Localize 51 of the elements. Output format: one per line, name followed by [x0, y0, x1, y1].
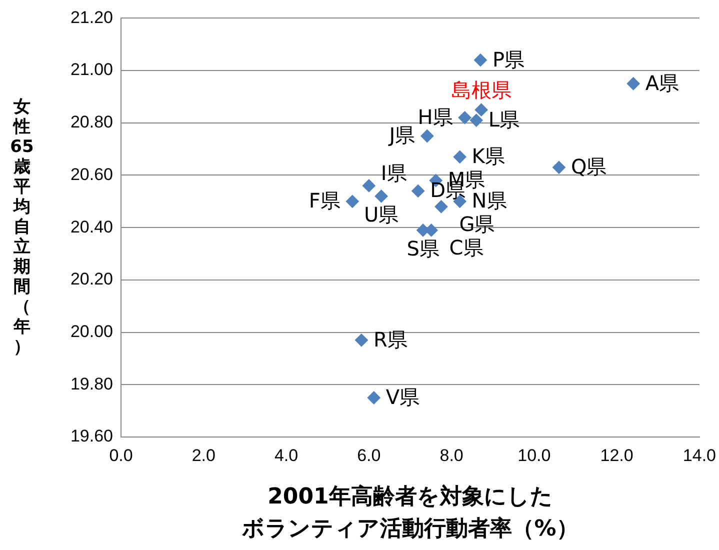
y-tick-label: 20.00	[70, 322, 113, 341]
x-tick-label: 0.0	[109, 446, 133, 465]
data-label: I県	[380, 160, 407, 185]
y-tick-label: 19.80	[70, 374, 113, 394]
x-tick-label: 12.0	[600, 446, 634, 465]
x-tick-label: 2.0	[192, 446, 216, 465]
point	[626, 77, 640, 90]
point	[453, 150, 466, 164]
data-label: Q県	[570, 154, 607, 179]
data-label: N県	[472, 188, 507, 213]
x-tick-label: 14.0	[682, 446, 716, 465]
data-label: L県	[488, 107, 520, 132]
data-label: J県	[387, 123, 416, 148]
x-tick-label: 10.0	[518, 446, 551, 465]
point	[412, 184, 425, 198]
point	[470, 114, 483, 127]
y-tick-label: 20.80	[70, 112, 113, 132]
y-tick-label: 20.40	[70, 217, 113, 236]
point	[552, 160, 566, 174]
data-label: C県	[449, 235, 484, 260]
data-label: K県	[472, 144, 505, 168]
y-tick-label: 20.20	[70, 270, 113, 289]
point	[420, 129, 434, 142]
point	[474, 54, 487, 67]
point	[362, 179, 376, 192]
point	[367, 391, 380, 404]
data-label: U県	[364, 202, 399, 226]
text: 女性65歳平均自立期間（年）	[10, 97, 34, 358]
data-label: P県	[492, 47, 525, 72]
y-tick-label: 20.60	[70, 164, 113, 184]
point	[434, 200, 448, 214]
data-label: G県	[459, 212, 495, 236]
y-tick-label: 21.20	[70, 8, 113, 27]
data-label: V県	[386, 384, 420, 409]
x-tick-label: 8.0	[440, 446, 464, 465]
x-tick-label: 6.0	[357, 446, 381, 465]
point	[458, 111, 472, 124]
point	[374, 190, 388, 203]
data-label: F県	[308, 188, 340, 213]
data-label: S県	[406, 236, 440, 260]
annotation: 島根県	[451, 78, 512, 102]
y-tick-label: 21.00	[70, 60, 113, 80]
x-axis-title: 2001年高齢者を対象にしたボランティア活動行動者率（%）	[241, 484, 578, 542]
x-tick-label: 4.0	[274, 446, 298, 465]
point	[354, 334, 368, 347]
data-label: R県	[373, 327, 408, 352]
point	[474, 103, 488, 116]
data-label: A県	[645, 70, 680, 95]
point	[346, 194, 359, 208]
y-tick-label: 19.60	[70, 426, 113, 446]
data-label: H県	[418, 104, 453, 129]
